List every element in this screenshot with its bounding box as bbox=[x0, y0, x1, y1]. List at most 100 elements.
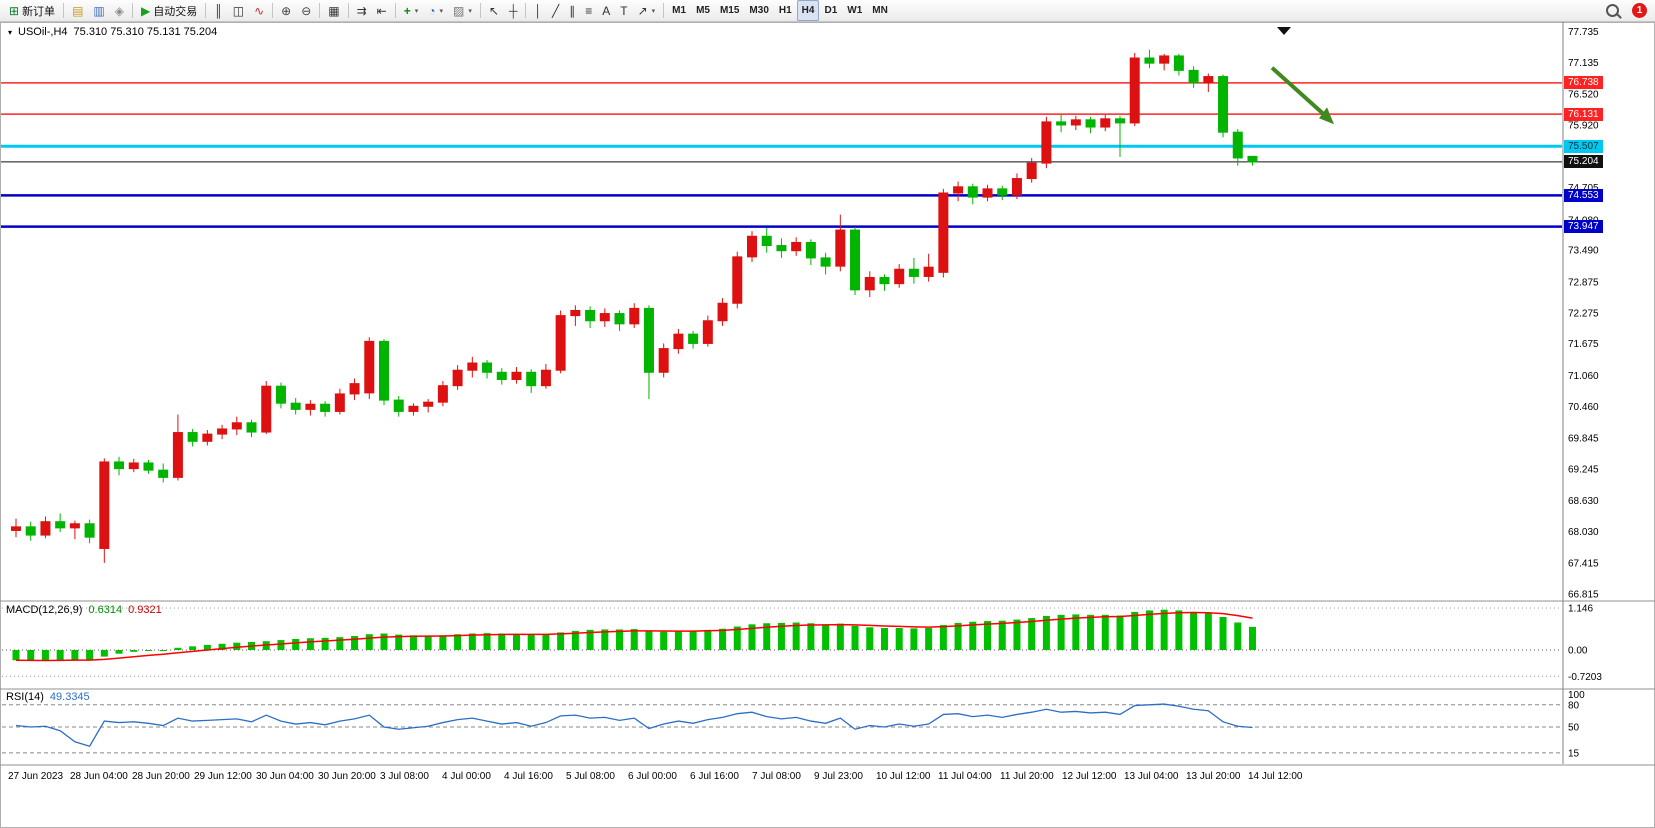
macd-histogram-bar bbox=[925, 628, 933, 650]
line-chart-button[interactable]: ∿ bbox=[249, 0, 269, 21]
bar-chart-button[interactable]: ║ bbox=[209, 0, 228, 21]
toolbar-separator bbox=[63, 3, 65, 18]
price-tick-label: 69.845 bbox=[1568, 433, 1599, 444]
macd-histogram-bar bbox=[807, 623, 815, 650]
candle bbox=[158, 463, 169, 483]
cursor-button[interactable]: ↖ bbox=[484, 0, 504, 21]
timeframe-w1-button[interactable]: W1 bbox=[842, 0, 867, 21]
price-tick-label: 72.875 bbox=[1568, 277, 1599, 288]
market-watch-button[interactable]: ▤ bbox=[67, 0, 88, 21]
candlestick-chart-button[interactable]: ◫ bbox=[228, 0, 249, 21]
equidistant-channel-button[interactable]: ∥ bbox=[564, 0, 580, 21]
candle bbox=[1056, 114, 1067, 133]
macd-histogram-bar bbox=[1131, 611, 1139, 650]
auto-scroll-icon: ⇉ bbox=[356, 3, 367, 18]
zoom-out-button[interactable]: ⊖ bbox=[296, 0, 316, 21]
candle-body bbox=[364, 340, 375, 394]
candle-body bbox=[1232, 131, 1243, 159]
candle bbox=[1188, 66, 1199, 88]
text-icon: A bbox=[602, 3, 611, 18]
macd-histogram-bar bbox=[880, 628, 888, 650]
chart-shift-button[interactable]: ⇤ bbox=[372, 0, 392, 21]
arrows-button[interactable]: ↗ ▾ bbox=[633, 0, 661, 21]
navigator-button[interactable]: ◈ bbox=[110, 0, 129, 21]
timeframe-m30-button[interactable]: M30 bbox=[744, 0, 773, 21]
macd-tick-label: 0.00 bbox=[1568, 646, 1588, 657]
time-axis-label: 3 Jul 08:00 bbox=[380, 771, 429, 782]
chart-canvas[interactable]: 77.73577.13576.52075.92074.70574.08073.4… bbox=[0, 22, 1655, 828]
arrow-shaft bbox=[1270, 66, 1328, 118]
candle-body bbox=[702, 320, 713, 344]
macd-histogram-bar bbox=[1101, 614, 1109, 650]
macd-histogram-bar bbox=[306, 638, 314, 650]
timeframe-d1-button-label: D1 bbox=[824, 5, 838, 16]
data-window-button[interactable]: ▥ bbox=[88, 0, 109, 21]
candle bbox=[791, 237, 802, 256]
tile-windows-button[interactable]: ▦ bbox=[323, 0, 344, 21]
candle-body bbox=[1100, 118, 1111, 128]
time-axis-label: 4 Jul 16:00 bbox=[504, 771, 553, 782]
macd-histogram-bar bbox=[12, 650, 20, 661]
candle-body bbox=[217, 428, 228, 435]
new-order-button[interactable]: ⊞ 新订单 bbox=[4, 0, 60, 21]
macd-histogram-bar bbox=[115, 650, 123, 654]
macd-histogram-bar bbox=[674, 631, 682, 650]
templates-button[interactable]: ▨ ▾ bbox=[448, 0, 477, 21]
candle bbox=[585, 306, 596, 328]
auto-scroll-button[interactable]: ⇉ bbox=[352, 0, 372, 21]
auto-trading-icon: ▶ bbox=[140, 3, 151, 18]
toolbar-right: 1 bbox=[1601, 0, 1651, 21]
time-axis-label: 28 Jun 04:00 bbox=[70, 771, 128, 782]
chart-shift-marker[interactable] bbox=[1277, 27, 1291, 35]
candle-body bbox=[393, 399, 404, 412]
toolbar-separator bbox=[131, 3, 133, 18]
label-icon: T bbox=[620, 3, 628, 18]
candle bbox=[1247, 155, 1258, 166]
candle-body bbox=[334, 393, 345, 412]
timeframe-h1-button[interactable]: H1 bbox=[774, 0, 797, 21]
timeframe-m15-button[interactable]: M15 bbox=[715, 0, 744, 21]
price-tick-label: 75.920 bbox=[1568, 120, 1599, 131]
arrows-icon: ↗ bbox=[637, 3, 648, 18]
candle-body bbox=[1056, 121, 1067, 126]
timeframe-h4-button-label: H4 bbox=[801, 5, 815, 16]
time-axis-label: 10 Jul 12:00 bbox=[876, 771, 931, 782]
candle bbox=[128, 458, 139, 473]
timeframe-mn-button[interactable]: MN bbox=[867, 0, 893, 21]
label-button[interactable]: T bbox=[615, 0, 632, 21]
search-button[interactable] bbox=[1601, 0, 1624, 21]
indicators-button[interactable]: + ▾ bbox=[399, 0, 424, 21]
candle-body bbox=[1041, 121, 1052, 164]
macd-histogram-bar bbox=[601, 629, 609, 650]
fibonacci-button[interactable]: ≡ bbox=[580, 0, 597, 21]
macd-histogram-bar bbox=[630, 629, 638, 650]
periods-button[interactable]: ◔ ▾ bbox=[423, 0, 448, 21]
timeframe-d1-button[interactable]: D1 bbox=[819, 0, 842, 21]
candle bbox=[761, 228, 772, 253]
macd-histogram-bar bbox=[1087, 614, 1095, 650]
arrow-annotation[interactable] bbox=[1270, 66, 1334, 125]
candle-body bbox=[55, 521, 66, 529]
candle bbox=[702, 315, 713, 347]
trendline-button[interactable]: ╱ bbox=[547, 0, 564, 21]
vertical-line-button[interactable]: │ bbox=[529, 0, 547, 21]
crosshair-button[interactable]: ┼ bbox=[504, 0, 523, 21]
timeframe-m5-button[interactable]: M5 bbox=[691, 0, 715, 21]
chart-area[interactable]: 77.73577.13576.52075.92074.70574.08073.4… bbox=[0, 22, 1655, 828]
timeframe-h4-button[interactable]: H4 bbox=[796, 0, 820, 21]
text-button[interactable]: A bbox=[597, 0, 615, 21]
timeframe-m1-button[interactable]: M1 bbox=[667, 0, 691, 21]
notification-badge[interactable]: 1 bbox=[1632, 3, 1647, 18]
macd-histogram-bar bbox=[542, 634, 550, 650]
timeframe-m30-button-label: M30 bbox=[749, 5, 769, 16]
zoom-in-button[interactable]: ⊕ bbox=[276, 0, 296, 21]
equidistant-channel-icon: ∥ bbox=[569, 3, 576, 18]
candle bbox=[99, 458, 110, 563]
candle-body bbox=[467, 362, 478, 371]
auto-trading-button[interactable]: ▶ 自动交易 bbox=[136, 0, 202, 21]
candle bbox=[217, 424, 228, 440]
time-axis-label: 12 Jul 12:00 bbox=[1062, 771, 1117, 782]
candle-body bbox=[114, 461, 125, 470]
new-order-button-label: 新订单 bbox=[22, 5, 56, 18]
